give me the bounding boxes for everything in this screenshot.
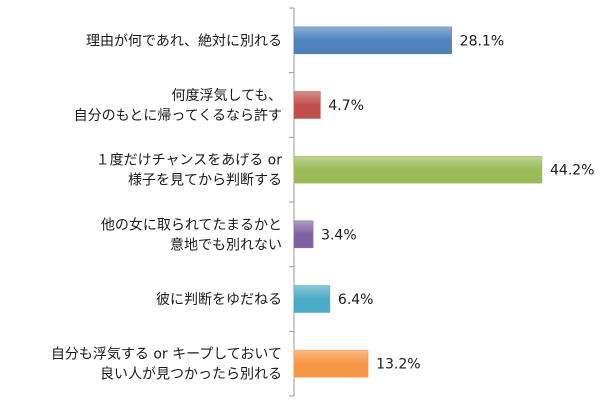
value-label-1: 4.7% — [328, 98, 364, 114]
value-label-3: 3.4% — [321, 227, 357, 243]
value-label-4: 6.4% — [338, 292, 374, 308]
bar-2 — [293, 155, 543, 184]
category-label-3-line-1: 意地でも別れない — [170, 236, 282, 253]
category-label-4-line-0: 彼に判断をゆだねる — [156, 292, 282, 308]
category-label-0-line-0: 理由が何であれ、絶対に別れる — [86, 33, 282, 49]
category-label-1-line-1: 自分のもとに帰ってくるなら許す — [74, 107, 282, 124]
bar-5 — [293, 349, 369, 378]
value-label-0: 28.1% — [460, 33, 504, 49]
category-label-1-line-0: 何度浮気しても、 — [172, 88, 282, 104]
category-label-5-line-0: 自分も浮気する or キープしておいて — [51, 347, 282, 363]
category-label-3-line-0: 他の女に取られてたまるかと — [101, 216, 282, 233]
category-label-5-line-1: 良い人が見つかったら別れる — [100, 367, 282, 383]
bar-3 — [293, 220, 314, 249]
value-label-5: 13.2% — [376, 357, 420, 373]
category-label-2-line-0: １度だけチャンスをあげる or — [96, 153, 283, 169]
bar-1 — [293, 91, 321, 119]
category-label-2-line-1: 様子を見てから判断する — [128, 173, 282, 189]
value-label-2: 44.2% — [550, 163, 594, 179]
bar-4 — [293, 285, 331, 313]
bar-0 — [293, 26, 452, 55]
